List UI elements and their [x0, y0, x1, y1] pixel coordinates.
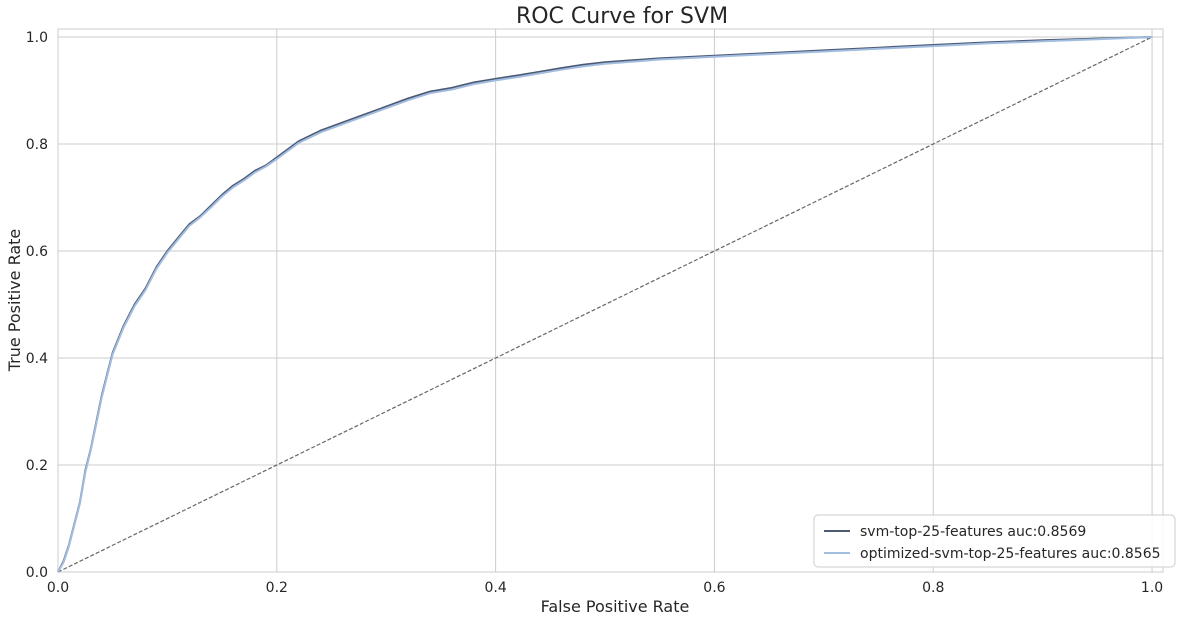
optimized-svm-roc-line	[57, 36, 1153, 573]
x-tick-label-5: 1.0	[1141, 580, 1163, 596]
y-tick-label-1: 0.2	[26, 458, 48, 474]
x-tick-label-0: 0.0	[47, 580, 69, 596]
x-tick-label-4: 0.8	[922, 580, 944, 596]
x-axis-label: False Positive Rate	[541, 597, 690, 616]
y-tick-label-4: 0.8	[26, 137, 48, 153]
reference-diagonal-line	[57, 36, 1153, 573]
reference-line-group	[57, 36, 1153, 573]
legend-label-svm: svm-top-25-features auc:0.8569	[860, 524, 1086, 540]
y-axis-label: True Positive Rate	[5, 229, 24, 373]
tick-labels: 0.0 0.2 0.4 0.6 0.8 1.0 0.0 0.2 0.4 0.6 0.8 1.0	[26, 30, 1163, 596]
y-tick-label-5: 1.0	[26, 30, 48, 46]
chart-title: ROC Curve for SVM	[516, 4, 728, 29]
x-tick-label-3: 0.6	[703, 580, 725, 596]
legend-label-optimized-svm: optimized-svm-top-25-features auc:0.8565	[860, 546, 1161, 562]
y-tick-label-2: 0.4	[26, 351, 48, 367]
plot-frame	[57, 28, 1164, 573]
x-tick-label-2: 0.4	[484, 580, 506, 596]
x-tick-label-1: 0.2	[266, 580, 288, 596]
series-group	[57, 36, 1153, 573]
y-tick-label-0: 0.0	[26, 565, 48, 581]
y-tick-label-3: 0.6	[26, 244, 48, 260]
legend-box	[813, 514, 1176, 568]
legend: svm-top-25-features auc:0.8569 optimized…	[813, 514, 1176, 568]
